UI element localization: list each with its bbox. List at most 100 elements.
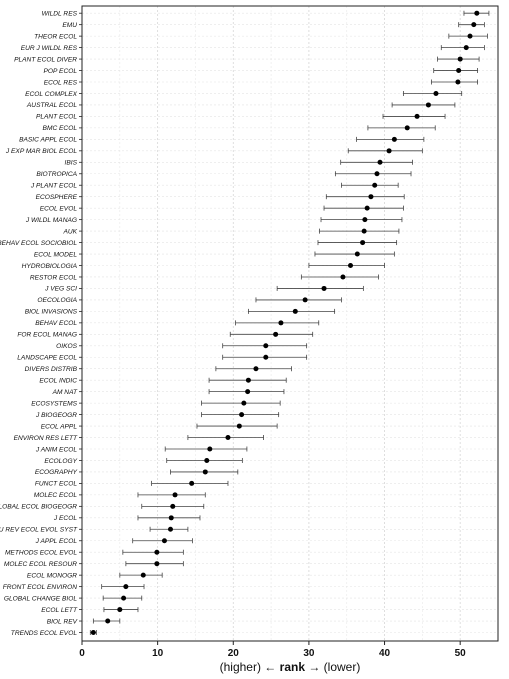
mean-point xyxy=(263,354,269,360)
mean-point xyxy=(340,274,346,280)
y-tick-label: BMC ECOL xyxy=(43,125,78,132)
mean-point xyxy=(121,595,127,601)
y-axis-ticks xyxy=(79,12,82,633)
y-axis-labels: WILDL RES EMU THEOR ECOL EUR J WILDL RES PLA… xyxy=(0,11,78,637)
gridlines xyxy=(81,6,498,641)
mean-point xyxy=(239,412,245,418)
mean-point xyxy=(463,45,469,51)
y-tick-label: OECOLOGIA xyxy=(37,297,77,304)
mean-point xyxy=(361,228,367,234)
mean-point xyxy=(207,446,213,452)
mean-point xyxy=(167,526,173,532)
mean-point xyxy=(236,423,242,429)
mean-point xyxy=(372,182,378,188)
y-tick-label: AM NAT xyxy=(52,389,78,396)
mean-point xyxy=(364,205,370,211)
y-tick-label: MOLEC ECOL RESOUR xyxy=(4,561,77,568)
mean-point xyxy=(386,148,392,154)
y-tick-label: HYDROBIOLOGIA xyxy=(22,263,78,270)
x-axis-title-rank: rank xyxy=(280,660,306,674)
mean-point xyxy=(348,263,354,269)
y-tick-label: POP ECOL xyxy=(44,68,78,75)
mean-point xyxy=(170,503,176,509)
y-tick-label: EMU xyxy=(62,22,77,29)
y-tick-label: BIOL REV xyxy=(47,618,78,625)
y-tick-label: AUK xyxy=(62,228,77,235)
y-tick-label: ECOL COMPLEX xyxy=(25,91,78,98)
mean-point xyxy=(456,68,462,74)
mean-point xyxy=(471,22,477,28)
y-tick-label: ECOLOGY xyxy=(44,458,77,465)
mean-point xyxy=(404,125,410,131)
x-tick-label: 50 xyxy=(455,648,467,659)
mean-point xyxy=(245,377,251,383)
y-tick-label: J EXP MAR BIOL ECOL xyxy=(5,148,77,155)
y-tick-label: J VEG SCI xyxy=(44,286,77,293)
y-tick-label: PLANT ECOL xyxy=(36,114,77,121)
y-tick-label: J APPL ECOL xyxy=(35,538,78,545)
mean-point xyxy=(140,572,146,578)
y-tick-label: METHODS ECOL EVOL xyxy=(5,550,77,557)
y-tick-label: PLANT ECOL DIVER xyxy=(14,56,77,63)
y-tick-label: OIKOS xyxy=(56,343,77,350)
mean-point xyxy=(425,102,431,108)
mean-point xyxy=(474,10,480,16)
mean-point xyxy=(467,33,473,39)
mean-point xyxy=(377,159,383,165)
y-tick-label: EUR J WILDL RES xyxy=(21,45,78,52)
mean-point xyxy=(368,194,374,200)
mean-point xyxy=(253,366,259,372)
mean-point xyxy=(241,400,247,406)
y-tick-label: AUSTRAL ECOL xyxy=(26,102,77,109)
y-tick-label: MOLEC ECOL xyxy=(34,492,78,499)
mean-point xyxy=(263,343,269,349)
mean-point xyxy=(245,389,251,395)
x-axis-ticks: 0 10 20 30 40 50 xyxy=(79,641,466,659)
mean-point xyxy=(273,331,279,337)
mean-point xyxy=(154,561,160,567)
x-tick-label: 20 xyxy=(228,648,240,659)
x-axis-title-left: (higher) ← xyxy=(220,660,280,674)
y-tick-label: J ANIM ECOL xyxy=(35,446,77,453)
mean-point xyxy=(391,136,397,142)
y-tick-label: ECOL LETT xyxy=(41,607,78,614)
y-tick-label: FRONT ECOL ENVIRON xyxy=(3,584,77,591)
y-tick-label: ECOL MODEL xyxy=(34,251,77,258)
mean-point xyxy=(105,618,111,624)
y-tick-label: ANNU REV ECOL EVOL SYST xyxy=(0,527,78,534)
y-tick-label: ECOSPHERE xyxy=(36,194,78,201)
mean-point xyxy=(457,56,463,62)
mean-point xyxy=(172,492,178,498)
plot-frame xyxy=(81,5,499,642)
y-tick-label: FOR ECOL MANAG xyxy=(17,332,77,339)
y-tick-label: DIVERS DISTRIB xyxy=(25,366,78,373)
y-tick-label: J PLANT ECOL xyxy=(30,183,78,190)
y-tick-label: BEHAV ECOL SOCIOBIOL xyxy=(0,240,77,247)
y-tick-label: ECOSYSTEMS xyxy=(31,400,77,407)
mean-point xyxy=(354,251,360,257)
mean-point xyxy=(302,297,308,303)
mean-point xyxy=(360,240,366,246)
y-tick-label: WILDL RES xyxy=(42,11,78,18)
y-tick-label: J ECOL xyxy=(53,515,77,522)
y-tick-label: ECOL EVOL xyxy=(40,205,78,212)
y-tick-label: J WILDL MANAG xyxy=(25,217,77,224)
x-axis-title: (higher) ← rank → (lower) xyxy=(220,660,361,674)
y-tick-label: ECOGRAPHY xyxy=(35,469,78,476)
mean-points xyxy=(90,10,480,635)
y-tick-label: FUNCT ECOL xyxy=(35,481,77,488)
mean-point xyxy=(202,469,208,475)
mean-point xyxy=(189,480,195,486)
y-tick-label: ENVIRON RES LETT xyxy=(14,435,78,442)
mean-point xyxy=(321,285,327,291)
mean-point xyxy=(292,308,298,314)
y-tick-label: GLOBAL ECOL BIOGEOGR xyxy=(0,504,77,511)
y-tick-label: BIOL INVASIONS xyxy=(25,309,78,316)
y-tick-label: GLOBAL CHANGE BIOL xyxy=(4,595,78,602)
y-tick-label: BIOTROPICA xyxy=(36,171,77,178)
error-bars xyxy=(89,10,490,635)
x-tick-label: 0 xyxy=(79,648,85,659)
mean-point xyxy=(168,515,174,521)
y-tick-label: BASIC APPL ECOL xyxy=(19,137,77,144)
